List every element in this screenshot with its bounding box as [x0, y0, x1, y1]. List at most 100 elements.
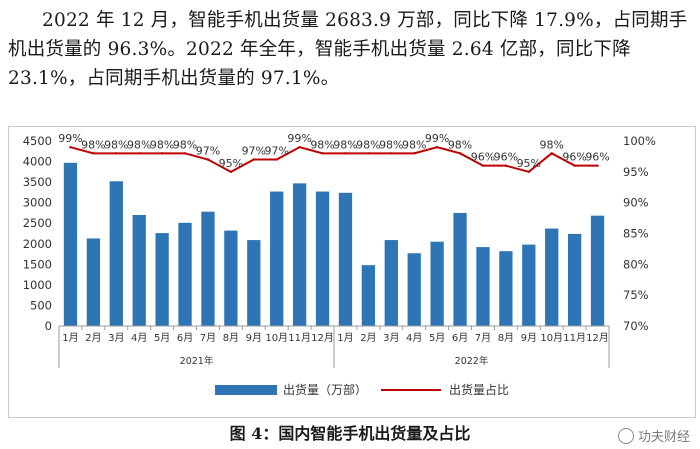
- bar-shipments: [224, 230, 238, 326]
- line-share-point: [550, 152, 553, 155]
- line-data-label: 98%: [379, 138, 403, 151]
- x-tick-label: 11月: [288, 332, 311, 344]
- bar-shipments: [453, 212, 467, 326]
- x-group-label: 2022年: [455, 355, 489, 367]
- line-data-label: 98%: [333, 138, 357, 151]
- y-left-tick-label: 4000: [23, 155, 52, 169]
- x-tick-label: 2月: [85, 332, 101, 344]
- y-left-tick-label: 1000: [23, 278, 52, 292]
- line-data-label: 98%: [310, 138, 334, 151]
- line-share: [70, 146, 598, 173]
- bar-shipments: [63, 162, 78, 326]
- y-right-tick-label: 90%: [623, 196, 649, 210]
- line-share-point: [183, 152, 187, 155]
- figure-caption: 图 4：国内智能手机出货量及占比: [229, 424, 471, 443]
- bar-shipments: [109, 181, 123, 326]
- weibo-logo-icon: [617, 428, 634, 444]
- bar-shipments: [315, 191, 330, 326]
- bar-shipments: [338, 192, 353, 326]
- line-share-point: [573, 164, 576, 167]
- line-share-point: [298, 145, 301, 149]
- watermark-text: 功夫财经: [637, 430, 690, 445]
- line-data-label: 99%: [425, 132, 449, 145]
- bar-shipments: [499, 251, 513, 326]
- y-right-tick-label: 95%: [623, 165, 649, 179]
- bar-shipments: [590, 215, 605, 326]
- watermark: 功夫财经: [617, 426, 690, 445]
- line-data-label: 96%: [471, 151, 495, 164]
- line-share-point: [69, 145, 72, 149]
- line-data-label: 96%: [562, 151, 586, 164]
- y-right-tick-label: 80%: [623, 257, 649, 271]
- x-tick-label: 8月: [498, 332, 514, 344]
- bar-shipments: [476, 247, 490, 326]
- x-tick-label: 6月: [452, 332, 468, 344]
- line-share-point: [596, 164, 599, 167]
- y-right-tick-label: 70%: [623, 319, 649, 333]
- bar-shipments: [247, 240, 261, 326]
- bar-shipments: [270, 191, 284, 326]
- line-data-label: 95%: [219, 157, 243, 170]
- x-tick-label: 11月: [563, 332, 586, 344]
- line-share-point: [206, 158, 210, 161]
- x-tick-label: 7月: [200, 332, 216, 344]
- line-share-point: [504, 164, 508, 167]
- line-share-point: [138, 152, 141, 155]
- x-tick-label: 1月: [62, 332, 78, 344]
- x-tick-label: 3月: [383, 332, 399, 344]
- bar-shipments: [567, 233, 582, 326]
- bar-shipments: [522, 244, 536, 326]
- line-share-point: [481, 164, 485, 167]
- line-data-label: 98%: [81, 138, 105, 151]
- line-share-point: [321, 152, 324, 155]
- line-data-label: 98%: [402, 138, 426, 151]
- bar-shipments: [361, 265, 376, 326]
- x-tick-label: 12月: [586, 332, 609, 344]
- line-data-label: 99%: [58, 132, 82, 145]
- line-data-label: 98%: [150, 138, 174, 151]
- x-tick-label: 3月: [108, 332, 124, 344]
- intro-paragraph: 2022 年 12 月，智能手机出货量 2683.9 万部，同比下降 17.9%…: [8, 6, 694, 93]
- line-share-point: [229, 170, 233, 174]
- y-left-tick-label: 2500: [23, 216, 52, 230]
- line-data-label: 99%: [287, 132, 311, 145]
- x-tick-label: 1月: [337, 332, 353, 344]
- line-data-label: 96%: [494, 151, 518, 164]
- line-data-label: 98%: [173, 138, 197, 151]
- x-tick-label: 10月: [540, 332, 563, 344]
- x-tick-label: 9月: [521, 332, 537, 344]
- line-share-point: [252, 158, 255, 161]
- y-right-tick-label: 75%: [623, 288, 649, 302]
- line-data-label: 98%: [127, 138, 151, 151]
- line-share-point: [390, 152, 393, 155]
- line-data-label: 97%: [264, 145, 288, 158]
- x-tick-label: 5月: [429, 332, 445, 344]
- y-left-tick-label: 500: [30, 298, 52, 312]
- line-share-point: [435, 145, 439, 149]
- bar-shipments: [292, 183, 307, 326]
- bar-shipments: [407, 253, 421, 326]
- line-data-label: 95%: [517, 157, 541, 170]
- x-tick-label: 8月: [223, 332, 239, 344]
- x-tick-label: 4月: [131, 332, 147, 344]
- line-share-point: [344, 152, 347, 155]
- legend-line-label: 出货量占比: [449, 382, 509, 397]
- line-share-point: [115, 152, 118, 155]
- line-data-label: 97%: [196, 145, 220, 158]
- line-data-label: 98%: [539, 138, 563, 151]
- x-tick-label: 9月: [246, 332, 262, 344]
- y-left-tick-label: 3000: [23, 196, 52, 210]
- y-left-tick-label: 1500: [23, 257, 52, 271]
- y-left-tick-label: 0: [45, 319, 52, 333]
- y-left-tick-label: 4500: [23, 134, 52, 148]
- intro-text: 2022 年 12 月，智能手机出货量 2683.9 万部，同比下降 17.9%…: [8, 10, 688, 89]
- bar-shipments: [132, 215, 146, 326]
- x-tick-label: 12月: [311, 332, 334, 344]
- bar-shipments: [201, 211, 215, 326]
- y-right-tick-label: 85%: [623, 227, 649, 241]
- x-tick-label: 6月: [177, 332, 193, 344]
- x-group-label: 2021年: [180, 355, 214, 367]
- x-tick-label: 5月: [154, 332, 170, 344]
- legend-bar-label: 出货量（万部）: [283, 382, 367, 397]
- bar-shipments: [384, 240, 398, 326]
